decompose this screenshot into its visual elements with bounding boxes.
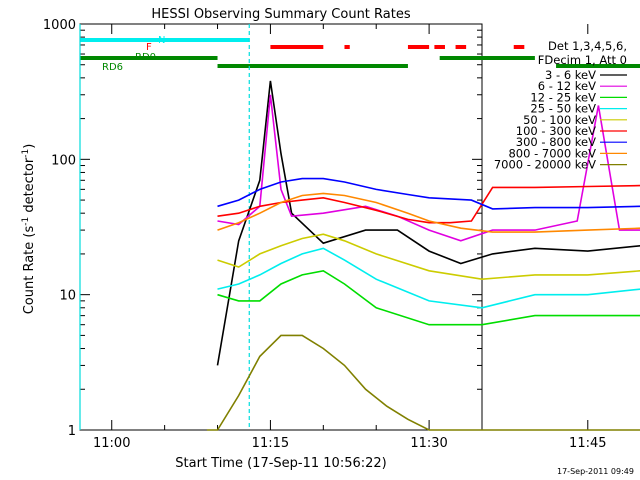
legend-header-1: Det 1,3,4,5,6, (548, 39, 627, 53)
y-tick-label: 1 (68, 424, 76, 439)
legend-entry: 7000 - 20000 keV (494, 158, 596, 172)
legend-entry: 300 - 800 keV (516, 135, 596, 149)
series-line (217, 269, 640, 326)
flag-label-f: F (146, 42, 152, 53)
y-tick-label: 1000 (43, 18, 76, 33)
legend-entry: 12 - 25 keV (530, 90, 596, 104)
series-line (217, 233, 640, 281)
time-markers (79, 24, 250, 430)
legend-entry: 3 - 6 keV (545, 68, 596, 82)
legend-header-2: FDecim 1, Att 0 (538, 53, 627, 67)
y-tick-label: 10 (59, 289, 76, 304)
chart-title: HESSI Observing Summary Count Rates (151, 7, 410, 22)
legend: Det 1,3,4,5,6, FDecim 1, Att 0 3 - 6 keV… (494, 39, 627, 172)
legend-entry: 100 - 300 keV (516, 124, 596, 138)
series-line (206, 334, 640, 431)
series-line (216, 80, 640, 366)
series-line (217, 94, 640, 242)
series-line (217, 247, 640, 309)
x-tick-label: 11:30 (410, 436, 447, 451)
series-line (217, 184, 640, 224)
legend-entry: 50 - 100 keV (523, 113, 596, 127)
y-axis-label: Count Rate (s-1 detector-1) (21, 144, 37, 315)
flag-label-rd0: RD0 (135, 52, 156, 63)
footer-timestamp: 17-Sep-2011 09:49 (557, 467, 634, 476)
x-axis-label: Start Time (17-Sep-11 10:56:22) (175, 456, 386, 471)
y-tick-label: 100 (51, 153, 76, 168)
legend-entry: 800 - 7000 keV (508, 146, 596, 160)
x-tick-label: 11:45 (569, 436, 606, 451)
y-axis: 1 10 100 1000 (43, 18, 482, 439)
series-line (217, 177, 640, 210)
flag-label-n: N (158, 35, 165, 46)
x-tick-label: 11:15 (252, 436, 289, 451)
series-line (217, 192, 640, 233)
legend-entry: 25 - 50 keV (530, 102, 596, 116)
x-tick-label: 11:00 (93, 436, 130, 451)
flag-label-rd6: RD6 (102, 62, 123, 73)
series-lines (206, 80, 640, 431)
legend-entry: 6 - 12 keV (538, 79, 596, 93)
